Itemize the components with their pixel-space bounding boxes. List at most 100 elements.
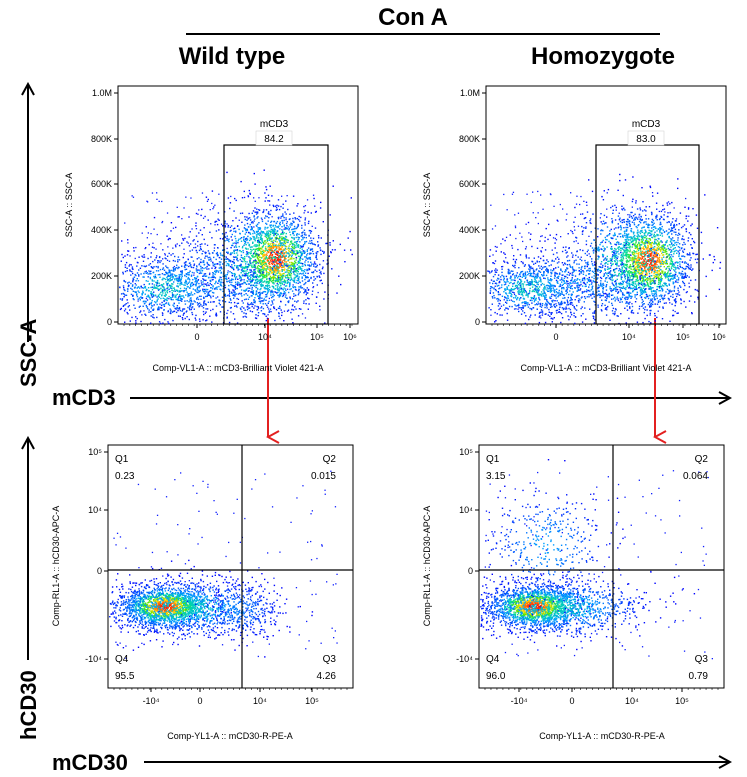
- event-dot: [298, 233, 300, 235]
- event-dot: [240, 285, 242, 288]
- event-dot: [266, 285, 268, 287]
- event-dot: [302, 245, 304, 247]
- event-dot: [304, 250, 306, 252]
- event-dot: [279, 228, 281, 230]
- event-dot: [621, 221, 623, 224]
- event-dot: [302, 244, 305, 246]
- event-dot: [250, 278, 252, 281]
- event-dot: [610, 278, 612, 281]
- event-dot: [667, 255, 669, 257]
- event-dot: [176, 278, 178, 281]
- event-dot: [184, 237, 186, 240]
- event-dot: [257, 258, 259, 260]
- event-dot: [297, 246, 299, 248]
- event-dot: [159, 256, 161, 258]
- event-dot: [226, 251, 228, 253]
- event-dot: [636, 280, 638, 282]
- event-dot: [289, 283, 291, 285]
- event-dot: [640, 266, 642, 269]
- event-dot: [266, 248, 268, 250]
- event-dot: [209, 315, 211, 317]
- event-dot: [220, 223, 223, 225]
- event-dot: [273, 220, 276, 223]
- event-dot: [272, 271, 274, 274]
- event-dot: [147, 201, 149, 203]
- event-dot: [153, 295, 155, 297]
- event-dot: [150, 322, 152, 324]
- event-dot: [208, 273, 211, 276]
- event-dot: [269, 261, 271, 264]
- event-dot: [252, 254, 254, 256]
- event-dot: [235, 277, 237, 279]
- event-dot: [324, 322, 326, 324]
- event-dot: [268, 211, 270, 213]
- event-dot: [270, 292, 272, 294]
- event-dot: [264, 254, 266, 256]
- event-dot: [278, 249, 280, 251]
- event-dot: [168, 237, 170, 240]
- event-dot: [235, 287, 237, 289]
- event-dot: [600, 221, 602, 223]
- event-dot: [323, 272, 325, 275]
- event-dot: [254, 271, 256, 273]
- event-dot: [178, 259, 181, 261]
- event-dot: [184, 280, 187, 283]
- x-tick-label: 10⁴: [258, 332, 272, 342]
- event-dot: [197, 213, 199, 215]
- event-dot: [669, 275, 671, 277]
- event-dot: [301, 270, 303, 272]
- event-dot: [197, 289, 199, 292]
- event-dot: [173, 287, 175, 289]
- event-dot: [154, 294, 157, 296]
- event-dot: [162, 286, 164, 288]
- event-dot: [189, 287, 191, 289]
- event-dot: [197, 279, 200, 281]
- event-dot: [299, 268, 301, 270]
- event-dot: [256, 278, 258, 280]
- event-dot: [626, 246, 628, 249]
- event-dot: [139, 267, 142, 269]
- x-axis-title: Comp-VL1-A :: mCD3-Brilliant Violet 421-…: [153, 363, 324, 373]
- event-dot: [244, 309, 246, 311]
- event-dot: [120, 307, 122, 310]
- event-dot: [639, 267, 641, 269]
- event-dot: [229, 259, 232, 262]
- event-dot: [277, 226, 279, 229]
- event-dot: [242, 230, 244, 232]
- event-dot: [242, 257, 244, 260]
- event-dot: [203, 288, 206, 291]
- event-dot: [285, 245, 288, 248]
- event-dot: [200, 268, 202, 270]
- event-dot: [250, 284, 252, 287]
- event-dot: [198, 269, 200, 271]
- event-dot: [197, 240, 199, 243]
- event-dot: [254, 256, 256, 258]
- event-dot: [290, 288, 292, 290]
- event-dot: [166, 290, 168, 292]
- event-dot: [641, 240, 644, 242]
- event-dot: [160, 297, 162, 300]
- event-dot: [210, 297, 212, 299]
- event-dot: [279, 248, 282, 251]
- event-dot: [146, 200, 148, 202]
- event-dot: [169, 285, 171, 288]
- event-dot: [243, 240, 246, 243]
- event-dot: [275, 268, 278, 271]
- event-dot: [610, 228, 612, 231]
- event-dot: [257, 233, 259, 235]
- event-dot: [287, 278, 290, 281]
- event-dot: [258, 240, 260, 242]
- event-dot: [665, 291, 667, 293]
- event-dot: [309, 248, 312, 250]
- event-dot: [654, 264, 656, 266]
- event-dot: [131, 270, 133, 273]
- event-dot: [682, 277, 684, 279]
- event-dot: [237, 267, 239, 269]
- event-dot: [298, 255, 300, 258]
- event-dot: [228, 321, 231, 324]
- event-dot: [660, 262, 663, 264]
- event-dot: [671, 275, 673, 277]
- event-dot: [275, 279, 278, 282]
- event-dot: [280, 251, 282, 253]
- hcd30-axis-label: hCD30: [16, 670, 41, 740]
